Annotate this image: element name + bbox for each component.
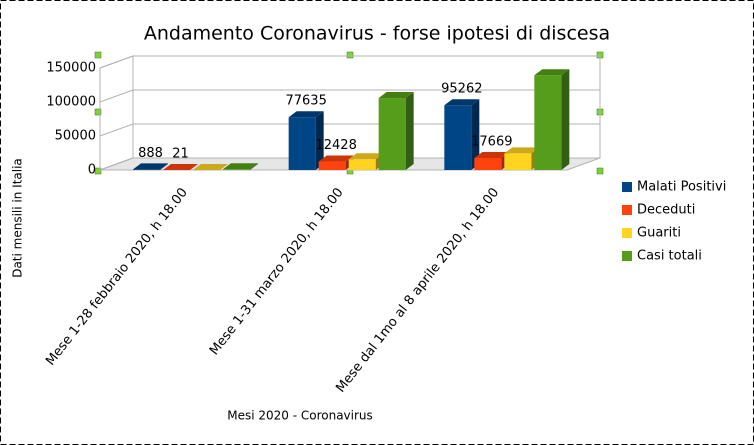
data-label: 95262: [441, 82, 482, 97]
data-label: 17669: [471, 134, 512, 149]
y-tick-label: 0: [88, 163, 96, 178]
bar-face: [444, 105, 472, 170]
bar-face: [160, 163, 168, 170]
bar: [288, 111, 324, 170]
bar: [223, 163, 258, 170]
bar-face: [474, 157, 502, 170]
bar-face: [318, 161, 346, 170]
bar-face: [504, 147, 540, 154]
y-axis-title: Dati mensili in Italia: [11, 158, 25, 278]
grid-line-side: [99, 123, 134, 137]
bar: [504, 147, 540, 170]
data-label: 12428: [315, 138, 356, 153]
legend-label: Guariti: [637, 226, 681, 241]
x-axis-title: Mesi 2020 - Coronavirus: [227, 409, 373, 423]
data-label: 888: [138, 146, 163, 161]
bar: [193, 163, 228, 170]
bar: [474, 151, 510, 170]
bar: [534, 69, 570, 170]
bar-face: [220, 163, 228, 170]
data-label: 21: [172, 146, 189, 161]
bar-face: [378, 92, 414, 99]
bar-face: [288, 111, 324, 118]
bar-face: [133, 163, 168, 170]
bar-face: [348, 159, 376, 170]
legend-swatch: [622, 228, 632, 238]
bar-face: [288, 117, 316, 170]
bar-face: [348, 153, 384, 160]
bar-face: [405, 92, 414, 170]
bar: [378, 92, 414, 170]
bar-face: [378, 98, 406, 170]
legend-swatch: [622, 205, 632, 215]
legend-swatch: [622, 251, 632, 261]
bar: [348, 153, 384, 170]
bar: [133, 163, 168, 170]
y-tick-label: 100000: [46, 95, 96, 110]
bar-face: [504, 153, 532, 170]
data-label: 77635: [285, 94, 326, 109]
bar-face: [190, 163, 198, 170]
chart-title: Andamento Coronavirus - forse ipotesi di…: [144, 23, 610, 45]
bar-face: [163, 163, 198, 170]
grid-line-side: [99, 55, 134, 69]
legend-swatch: [622, 182, 632, 192]
bar: [444, 99, 480, 170]
grid-line-side: [99, 157, 134, 171]
bar-face: [133, 169, 160, 170]
bar-face: [471, 99, 480, 170]
bar-face: [444, 99, 480, 106]
bar-face: [474, 151, 510, 158]
bar-face: [250, 163, 258, 170]
bar-face: [318, 155, 354, 162]
bar-face: [534, 75, 562, 170]
bar: [318, 155, 354, 170]
bar-face: [315, 111, 324, 170]
bar-face: [223, 169, 250, 170]
y-tick-label: 50000: [55, 129, 96, 144]
bar-face: [561, 69, 570, 170]
legend-label: Casi totali: [637, 249, 702, 264]
bar: [163, 163, 198, 170]
legend-label: Malati Positivi: [637, 180, 726, 195]
grid-line-side: [99, 89, 134, 103]
bar-face: [534, 69, 570, 76]
bar-face: [223, 163, 258, 170]
legend-label: Deceduti: [637, 203, 695, 218]
y-tick-label: 150000: [46, 61, 96, 76]
bar-face: [193, 163, 228, 170]
